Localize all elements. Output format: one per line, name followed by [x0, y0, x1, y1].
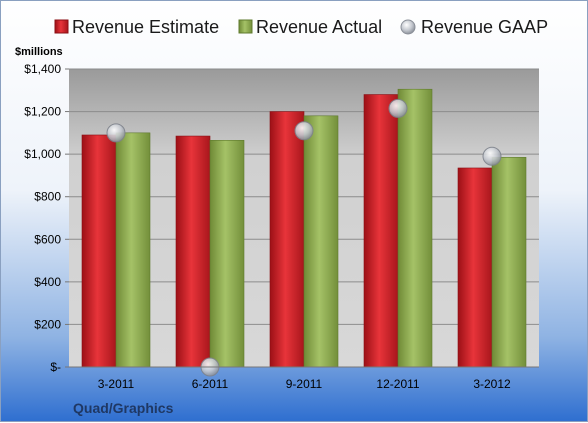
- estimate-bar: [175, 135, 211, 368]
- x-tick-label: 3-2012: [473, 377, 511, 391]
- actual-bar: [397, 88, 433, 368]
- gaap-marker: [106, 123, 126, 143]
- y-tick-label: $1,400: [24, 62, 61, 76]
- gaap-marker: [388, 98, 408, 118]
- legend-label-actual: Revenue Actual: [256, 17, 382, 37]
- legend-marker-gaap: [400, 19, 416, 35]
- y-tick-label: $1,200: [24, 105, 61, 119]
- x-tick-label: 3-2011: [98, 377, 135, 391]
- legend-item-estimate: Revenue Estimate: [54, 17, 219, 37]
- y-tick-label: $400: [34, 275, 61, 289]
- gaap-marker: [482, 146, 502, 166]
- y-tick-label: $-: [50, 360, 61, 374]
- bars: [81, 88, 527, 368]
- actual-bar: [491, 157, 527, 368]
- estimate-bar: [457, 167, 493, 368]
- company-label: Quad/Graphics: [73, 400, 174, 416]
- y-tick-label: $600: [34, 232, 61, 246]
- legend-label-estimate: Revenue Estimate: [72, 17, 219, 37]
- legend: Revenue Estimate Revenue Actual Revenue …: [54, 17, 548, 37]
- y-tick-label: $800: [34, 190, 61, 204]
- legend-item-actual: Revenue Actual: [238, 17, 382, 37]
- actual-bar: [209, 140, 245, 368]
- legend-swatch-estimate: [54, 19, 69, 34]
- gaap-marker: [294, 121, 314, 141]
- actual-bar: [115, 132, 151, 368]
- legend-swatch-actual: [238, 19, 253, 34]
- estimate-bar: [81, 134, 117, 368]
- y-axis-unit-label: $millions: [15, 46, 63, 58]
- actual-bar: [303, 115, 339, 368]
- y-tick-label: $200: [34, 317, 61, 331]
- legend-item-gaap: Revenue GAAP: [400, 17, 548, 37]
- x-tick-label: 6-2011: [192, 377, 229, 391]
- x-tick-label: 9-2011: [286, 377, 323, 391]
- x-tick-label: 12-2011: [376, 377, 419, 391]
- y-tick-label: $1,000: [24, 147, 61, 161]
- estimate-bar: [269, 111, 305, 368]
- y-axis-ticks: $- $200 $400 $600 $800 $1,000 $1,200 $1,400: [24, 62, 69, 374]
- legend-label-gaap: Revenue GAAP: [421, 17, 548, 37]
- gaap-markers: [106, 98, 502, 377]
- x-axis-ticks: 3-2011 6-2011 9-2011 12-2011 3-2012: [98, 377, 511, 391]
- estimate-bar: [363, 94, 399, 368]
